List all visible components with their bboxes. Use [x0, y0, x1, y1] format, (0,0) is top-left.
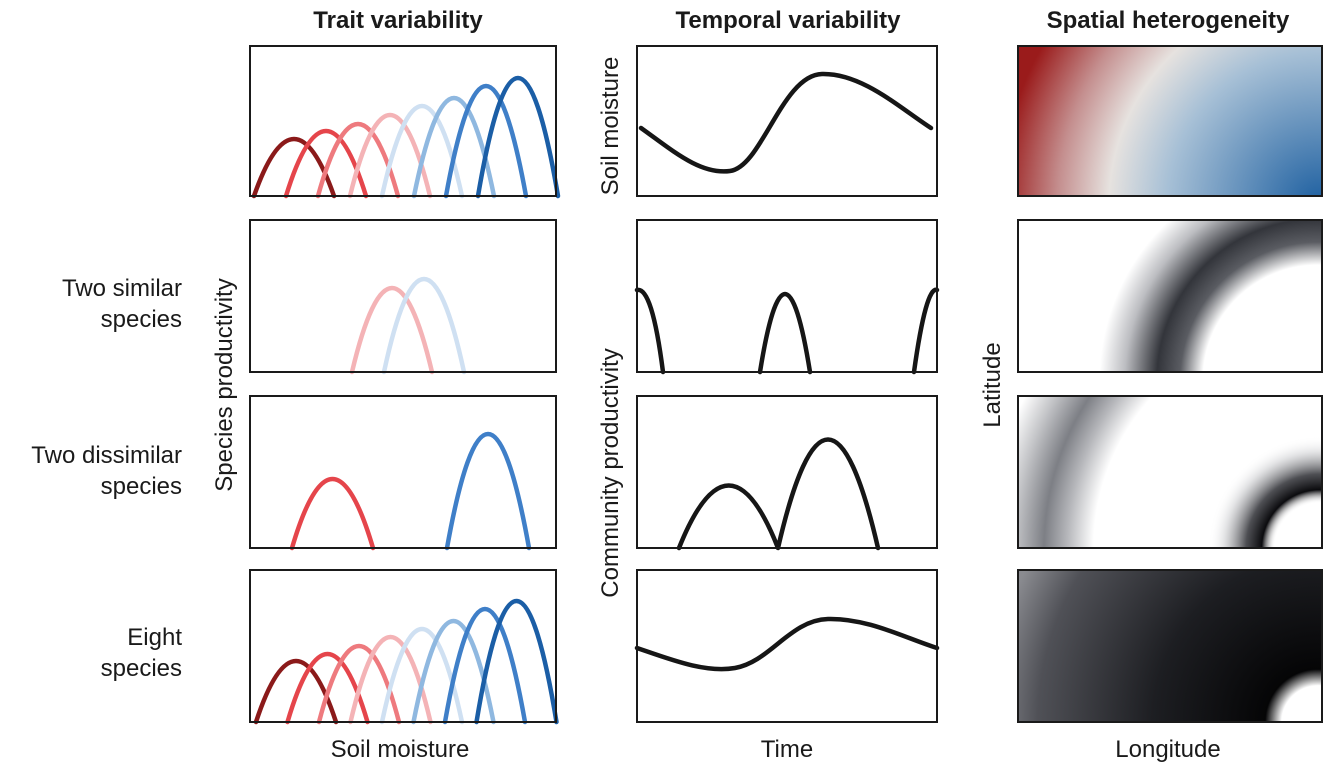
productivity-map-two-similar	[1018, 220, 1322, 372]
x-label-time: Time	[761, 736, 813, 763]
soil-moisture-time-series	[638, 71, 934, 174]
panel-spatial-two-dissimilar	[1017, 395, 1323, 549]
panel-spatial-two-similar	[1017, 219, 1323, 373]
species-curve-7	[443, 84, 529, 199]
species-curve-similar-2	[381, 277, 467, 375]
header-spatial-heterogeneity: Spatial heterogeneity	[1047, 7, 1290, 34]
panel-trait-all-species	[249, 45, 561, 199]
panel-spatial-eight-species	[1017, 569, 1323, 723]
row-label-eight-line1: Eight	[127, 624, 182, 651]
panel-frame	[1017, 219, 1323, 373]
productivity-map-eight-species	[1018, 570, 1322, 722]
row-label-two-similar-line1: Two similar	[62, 275, 182, 302]
soil-moisture-map	[1018, 46, 1322, 196]
panel-temporal-eight-species	[634, 569, 940, 723]
species-curves-top	[251, 76, 561, 199]
row-label-eight-line2: species	[101, 655, 182, 682]
panel-trait-two-dissimilar	[249, 395, 557, 551]
panel-frame	[636, 45, 938, 197]
species-curve-8	[475, 76, 561, 199]
panel-temporal-two-similar	[634, 219, 940, 375]
panel-frame	[636, 395, 938, 549]
row-label-two-dissimilar-line1: Two dissimilar	[31, 442, 182, 469]
header-temporal-variability: Temporal variability	[676, 7, 902, 34]
panel-frame	[249, 45, 557, 197]
y-label-species-productivity: Species productivity	[211, 278, 238, 491]
row-label-two-dissimilar-line2: species	[101, 473, 182, 500]
panel-frame	[249, 219, 557, 373]
species-curve-eight-7	[442, 607, 528, 725]
panel-frame	[1017, 569, 1323, 723]
panel-frame	[249, 569, 557, 723]
x-label-longitude: Longitude	[1115, 736, 1220, 763]
community-productivity-segment-1	[634, 287, 666, 375]
species-curve-dissimilar-1	[289, 477, 376, 551]
species-curve-similar-1	[349, 286, 435, 375]
panel-frame	[1017, 45, 1323, 197]
panel-trait-two-similar	[249, 219, 557, 375]
y-label-community-productivity: Community productivity	[597, 348, 624, 597]
panel-frame	[636, 219, 938, 373]
species-curve-6	[411, 95, 497, 199]
productivity-map-two-dissimilar-inner	[1018, 396, 1322, 548]
species-curve-eight-8	[474, 599, 559, 725]
community-productivity-smooth	[634, 616, 940, 672]
panel-trait-eight-species	[249, 569, 559, 725]
panel-frame	[636, 569, 938, 723]
panel-temporal-soil-moisture	[636, 45, 938, 197]
species-curves-eight	[253, 599, 559, 725]
panel-temporal-two-dissimilar	[636, 395, 938, 551]
row-label-two-similar-line2: species	[101, 306, 182, 333]
header-trait-variability: Trait variability	[313, 7, 483, 34]
species-curves-two-dissimilar	[289, 432, 532, 551]
species-curve-dissimilar-2	[444, 432, 532, 551]
x-label-soil-moisture: Soil moisture	[331, 736, 470, 763]
panel-spatial-soil-moisture-map	[1017, 45, 1323, 197]
species-curves-two-similar	[349, 277, 467, 375]
community-productivity-two-peaks	[676, 437, 881, 551]
panel-frame	[1017, 395, 1323, 549]
y-label-soil-moisture: Soil moisture	[597, 57, 624, 196]
panel-frame	[249, 395, 557, 549]
y-label-latitude: Latitude	[979, 342, 1006, 427]
community-productivity-segment-2	[757, 291, 813, 375]
community-productivity-segment-3	[911, 287, 940, 375]
